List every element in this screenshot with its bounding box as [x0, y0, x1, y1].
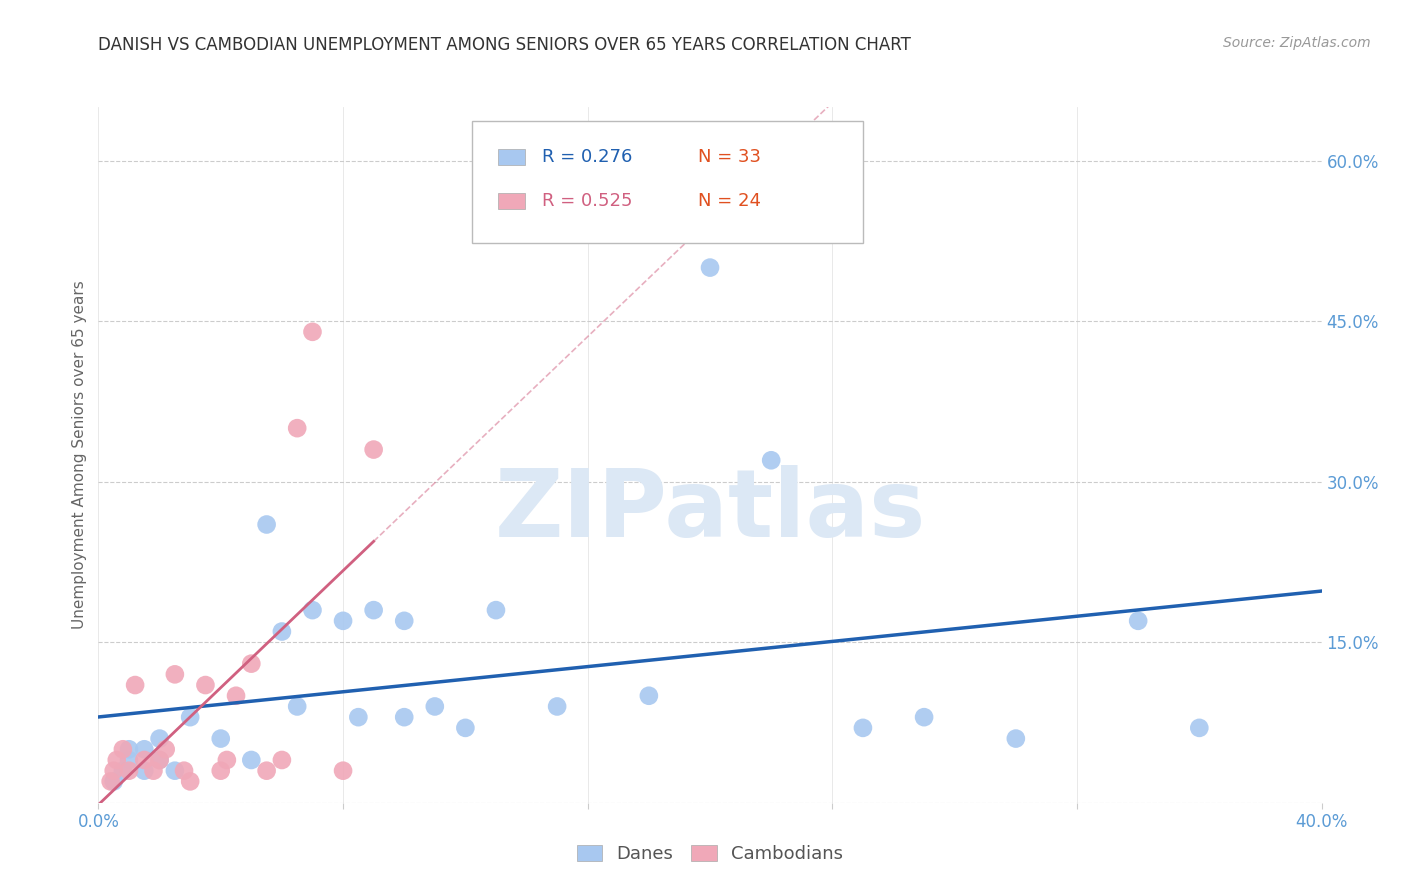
Point [301, 603, 323, 617]
Point [301, 325, 323, 339]
Point [637, 689, 661, 703]
Point [759, 453, 782, 467]
Point [392, 710, 416, 724]
Point [225, 689, 247, 703]
Point [209, 764, 232, 778]
Point [163, 764, 186, 778]
Point [392, 614, 416, 628]
Point [240, 657, 263, 671]
Point [173, 764, 195, 778]
Point [423, 699, 446, 714]
Point [163, 667, 186, 681]
Point [149, 731, 172, 746]
Point [118, 742, 141, 756]
Point [134, 753, 156, 767]
Point [546, 699, 568, 714]
Point [142, 764, 165, 778]
Point [454, 721, 477, 735]
Text: DANISH VS CAMBODIAN UNEMPLOYMENT AMONG SENIORS OVER 65 YEARS CORRELATION CHART: DANISH VS CAMBODIAN UNEMPLOYMENT AMONG S… [98, 36, 911, 54]
Point [485, 603, 508, 617]
Point [285, 421, 308, 435]
Point [332, 614, 354, 628]
Point [100, 774, 122, 789]
Point [118, 764, 141, 778]
Point [1004, 731, 1026, 746]
Point [179, 774, 201, 789]
Point [149, 753, 172, 767]
Point [103, 764, 125, 778]
Text: R = 0.525: R = 0.525 [543, 192, 633, 210]
Point [155, 742, 177, 756]
Point [256, 517, 278, 532]
Text: R = 0.276: R = 0.276 [543, 148, 633, 166]
Point [1188, 721, 1211, 735]
Point [194, 678, 217, 692]
FancyBboxPatch shape [498, 150, 526, 165]
Point [270, 753, 292, 767]
Point [912, 710, 935, 724]
Text: N = 33: N = 33 [697, 148, 761, 166]
Point [179, 710, 201, 724]
Point [852, 721, 875, 735]
Point [209, 731, 232, 746]
Point [363, 442, 385, 457]
Point [105, 753, 128, 767]
Point [270, 624, 292, 639]
Point [134, 764, 156, 778]
Point [363, 603, 385, 617]
Point [111, 764, 134, 778]
Point [256, 764, 278, 778]
Point [240, 753, 263, 767]
Point [332, 764, 354, 778]
Legend: Danes, Cambodians: Danes, Cambodians [569, 838, 851, 871]
Point [149, 753, 172, 767]
Point [699, 260, 721, 275]
Point [347, 710, 370, 724]
Text: ZIPatlas: ZIPatlas [495, 465, 925, 557]
Point [124, 678, 146, 692]
Point [215, 753, 238, 767]
Text: N = 24: N = 24 [697, 192, 761, 210]
Point [103, 774, 125, 789]
Point [118, 753, 141, 767]
Y-axis label: Unemployment Among Seniors over 65 years: Unemployment Among Seniors over 65 years [72, 281, 87, 629]
FancyBboxPatch shape [498, 194, 526, 209]
Point [1128, 614, 1150, 628]
FancyBboxPatch shape [471, 121, 863, 243]
Point [111, 742, 134, 756]
Text: Source: ZipAtlas.com: Source: ZipAtlas.com [1223, 36, 1371, 50]
Point [285, 699, 308, 714]
Point [134, 742, 156, 756]
